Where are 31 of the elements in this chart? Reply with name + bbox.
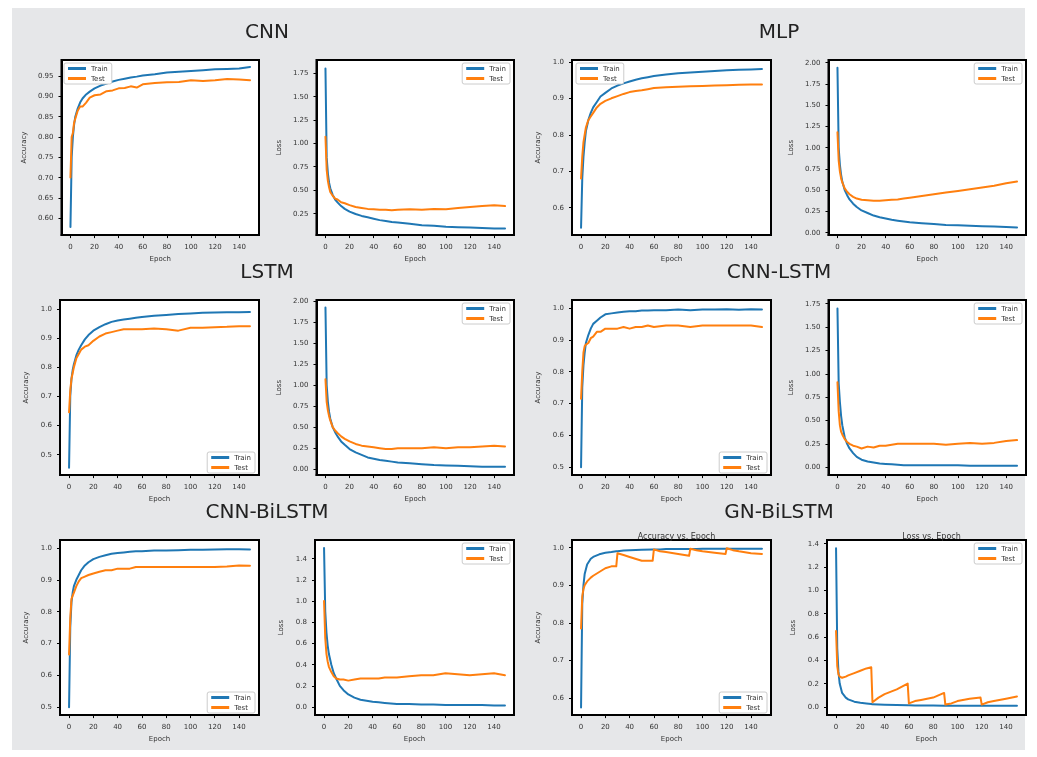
chart-title: Loss vs. Epoch [902,531,961,541]
line-series [836,66,1019,229]
chart-title: CNN [244,19,290,43]
line-series [836,381,1019,450]
line-series [323,546,506,707]
line-series [836,131,1019,202]
line-series [68,548,251,709]
chart-title: CNN-LSTM [726,259,832,283]
line-series [580,308,763,469]
chart-title: LSTM [240,259,294,283]
line-series [68,310,251,469]
line-series [69,65,252,228]
chart-title: GN-BiLSTM [724,499,834,523]
line-series [580,547,763,709]
line-series [324,378,507,450]
line-series [835,630,1018,706]
line-series [324,67,507,230]
line-series [68,325,251,414]
line-series [580,547,763,630]
line-series [580,83,763,180]
chart-subtitle: Accuracy vs. Epoch [637,531,716,541]
chart-title: CNN-BiLSTM [205,499,329,523]
line-series [580,324,763,400]
line-series [323,600,506,682]
line-series [68,564,251,656]
chart-title: MLP [757,19,801,43]
line-series [324,306,507,468]
line-series [69,78,252,179]
line-series [836,307,1019,467]
line-series [835,547,1018,707]
line-series [324,135,507,212]
